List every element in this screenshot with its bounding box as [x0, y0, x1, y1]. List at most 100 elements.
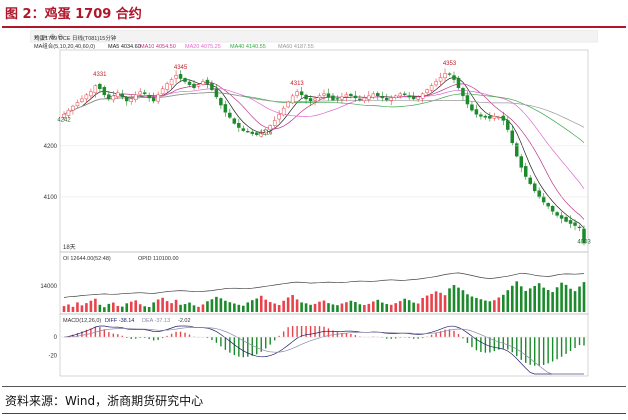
volume-bar [85, 303, 88, 312]
volume-bar [94, 298, 97, 312]
opid-label: OPID 110100.00 [138, 256, 179, 262]
volume-bar [161, 297, 164, 312]
volume-bar [197, 306, 200, 312]
candle-body [102, 87, 107, 96]
chart-container: ⇐ ⇒ ⊕ ⊖ 鸡蛋1709 DCE 日线(T081)15分钟 MA组合(5,1… [29, 29, 599, 382]
volume-bar [210, 299, 214, 312]
volume-bar [80, 305, 84, 312]
candle-body [380, 96, 385, 99]
candles [62, 68, 586, 246]
candle-body [573, 222, 577, 226]
volume-bar [62, 306, 66, 312]
candle-body [205, 79, 210, 84]
candle-body [80, 98, 84, 102]
price-annotation: 4313 [290, 81, 304, 87]
volume-bar [573, 291, 577, 312]
volume-bar [560, 282, 563, 312]
price-annotation: 4353 [443, 61, 457, 67]
source-note: 资料来源：Wind，浙商期货研究中心 [5, 394, 204, 408]
volume-bar [331, 304, 335, 312]
candle-body [156, 94, 160, 102]
volume-bar [228, 302, 232, 312]
open-interest-line [63, 272, 585, 298]
dea-line [63, 327, 584, 375]
candle-body [488, 116, 492, 119]
candle-body [308, 98, 313, 102]
candle-body [407, 95, 411, 98]
candle-body [349, 93, 353, 97]
volume-bar [484, 300, 487, 312]
candle-body [223, 104, 228, 113]
candle-body [75, 102, 80, 107]
candle-body [62, 113, 66, 118]
candle-body [250, 131, 255, 134]
candle-body [501, 115, 506, 121]
candle-body [272, 120, 277, 126]
volume-bar [318, 301, 321, 312]
volume-bar [519, 286, 523, 312]
candle-body [335, 98, 340, 100]
candle-body [474, 109, 479, 115]
figure-title: 图 2：鸡蛋 1709 合约 [5, 7, 142, 22]
macd-axis: 0 -20 [48, 335, 588, 360]
candle-body [142, 92, 147, 95]
volume-bar [354, 302, 357, 312]
candle-body [160, 88, 165, 95]
candle-body [331, 95, 335, 101]
price-axis: 4200 4100 [44, 144, 588, 201]
volume-bar [71, 306, 75, 312]
volume-bars [62, 281, 586, 312]
volume-bar [345, 302, 348, 312]
volume-bar [147, 307, 151, 312]
candle-body [353, 95, 358, 99]
volume-bar [259, 295, 263, 312]
macd-tick-label: 0 [54, 335, 58, 341]
volume-bar [497, 297, 501, 312]
candle-body [461, 87, 465, 97]
volume-bar [430, 293, 433, 312]
volume-bar [434, 291, 438, 312]
ma40-label: MA40 4140.55 [230, 44, 266, 50]
volume-bar [398, 301, 402, 312]
candle-body [228, 112, 232, 118]
volume-bar [439, 292, 442, 312]
candle-body [564, 216, 568, 222]
dea-label: DEA -37.13 [142, 318, 170, 324]
candle-body [133, 94, 138, 100]
volume-bar [291, 295, 294, 312]
volume-bar [120, 306, 124, 312]
candle-body [116, 92, 120, 97]
candle-body [299, 91, 304, 96]
candle-body [246, 131, 250, 133]
candle-body [443, 73, 447, 79]
candle-body [151, 97, 156, 102]
title-rule [2, 26, 626, 28]
candle-body [344, 94, 349, 98]
volume-bar [138, 304, 142, 312]
candle-body [93, 85, 98, 94]
futures-chart[interactable]: ⇐ ⇒ ⊕ ⊖ 鸡蛋1709 DCE 日线(T081)15分钟 MA组合(5,1… [29, 29, 599, 382]
volume-bar [349, 300, 353, 312]
diff-line [63, 325, 584, 375]
volume-bar [394, 303, 398, 312]
volume-bar [76, 302, 79, 312]
volume-bar [304, 303, 308, 312]
candle-body [281, 107, 286, 116]
volume-bar [502, 294, 505, 312]
candle-body [434, 81, 438, 86]
macd-label: MACD(12,26,0) [63, 318, 101, 324]
volume-bar [156, 299, 160, 312]
candle-body [358, 98, 362, 101]
candle-body [577, 226, 582, 229]
candle-body [263, 129, 268, 134]
candle-body [219, 98, 223, 106]
volume-bar [380, 302, 384, 312]
candle-body [555, 212, 559, 216]
volume-bar [89, 300, 93, 312]
candle-body [532, 183, 537, 192]
toolbar-icons[interactable]: ⇐ ⇒ ⊕ ⊖ [34, 34, 63, 41]
volume-bar [421, 297, 424, 312]
candle-body [192, 83, 196, 88]
price-panel-frame [59, 49, 589, 253]
candle-body [456, 77, 461, 88]
